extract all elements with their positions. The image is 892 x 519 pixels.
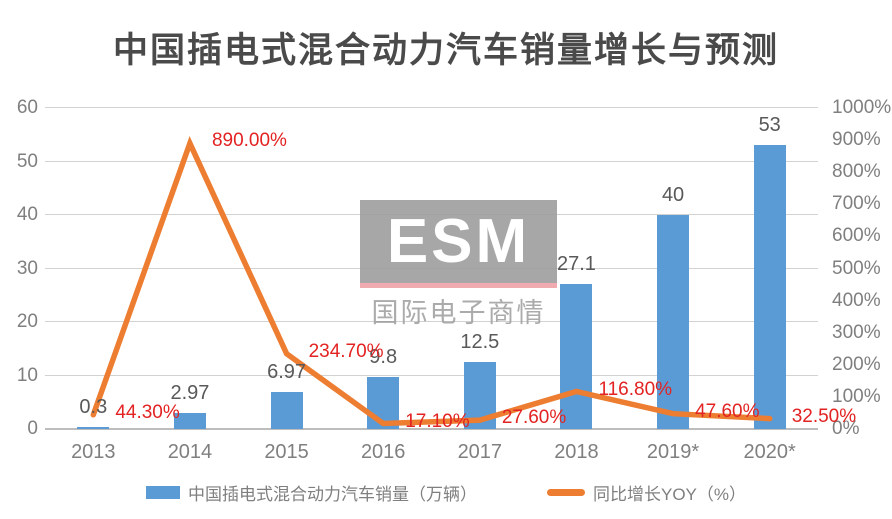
- watermark-subtitle: 国际电子商情: [371, 298, 546, 328]
- legend-item-sales: 中国插电式混合动力汽车销量（万辆）: [145, 480, 477, 505]
- esm-logo-text: ESM: [386, 207, 531, 276]
- sales-value-label: 27.1: [556, 253, 596, 275]
- right-axis-tick: 900%: [832, 129, 881, 151]
- chart-title: 中国插电式混合动力汽车销量增长与预测: [112, 31, 779, 70]
- gridline: [45, 374, 818, 376]
- right-axis-tick: 400%: [832, 289, 881, 311]
- legend-item-yoy: 同比增长YOY（%）: [546, 480, 747, 505]
- x-axis-label: 2017: [457, 441, 503, 463]
- line-swatch-icon: [546, 489, 585, 496]
- sales-bar: [753, 145, 786, 429]
- sales-value-label: 53: [758, 114, 781, 137]
- esm-logo-box: ESM: [360, 200, 557, 288]
- gridline: [45, 160, 818, 162]
- sales-value-label: 6.97: [267, 360, 307, 383]
- right-axis-tick: 500%: [832, 257, 881, 279]
- sales-value-label: 12.5: [460, 331, 500, 354]
- left-axis-tick: 50: [16, 150, 38, 172]
- yoy-value-label: 17.10%: [405, 410, 470, 432]
- right-axis-tick: 0%: [832, 418, 860, 439]
- gridline: [45, 107, 818, 108]
- left-axis-tick: 10: [16, 364, 38, 386]
- left-axis-tick: 20: [16, 311, 38, 332]
- left-axis-tick: 0: [27, 418, 38, 439]
- sales-value-label: 40: [661, 184, 685, 206]
- x-axis-label: 2018: [554, 441, 599, 463]
- yoy-value-label: 32.50%: [791, 405, 857, 427]
- x-axis-label: 2016: [360, 441, 406, 463]
- x-axis-label: 2019*: [646, 441, 700, 463]
- yoy-value-label: 234.70%: [308, 340, 384, 362]
- x-axis-line: [45, 428, 818, 430]
- right-axis-tick: 700%: [832, 193, 881, 215]
- legend-label-sales: 中国插电式混合动力汽车销量（万辆）: [187, 485, 477, 504]
- right-axis-tick: 600%: [832, 225, 881, 247]
- legend: 中国插电式混合动力汽车销量（万辆） 同比增长YOY（%）: [0, 480, 892, 505]
- right-axis-tick: 300%: [832, 321, 881, 343]
- right-axis-tick: 800%: [832, 161, 881, 183]
- x-axis-label: 2015: [264, 441, 309, 463]
- right-axis-tick: 1000%: [832, 97, 892, 118]
- yoy-value-label: 44.30%: [115, 401, 180, 423]
- sales-bar: [270, 391, 303, 429]
- yoy-value-label: 27.60%: [501, 407, 567, 429]
- x-axis-label: 2014: [167, 441, 213, 463]
- left-axis-tick: 30: [16, 257, 38, 279]
- sales-bar: [77, 427, 110, 430]
- x-axis-label: 2020*: [743, 441, 796, 463]
- right-axis-tick: 200%: [832, 353, 881, 375]
- legend-label-yoy: 同比增长YOY（%）: [592, 485, 747, 504]
- bar-swatch-icon: [145, 486, 180, 499]
- yoy-value-label: 47.60%: [695, 400, 760, 422]
- left-axis-tick: 40: [16, 204, 38, 225]
- yoy-value-label: 116.80%: [598, 378, 673, 400]
- yoy-value-label: 890.00%: [211, 130, 287, 152]
- sales-bar: [367, 376, 400, 429]
- x-axis-label: 2013: [71, 441, 116, 463]
- left-axis-tick: 60: [16, 97, 38, 118]
- right-axis-tick: 100%: [832, 385, 881, 407]
- watermark: ESM 国际电子商情: [360, 200, 557, 330]
